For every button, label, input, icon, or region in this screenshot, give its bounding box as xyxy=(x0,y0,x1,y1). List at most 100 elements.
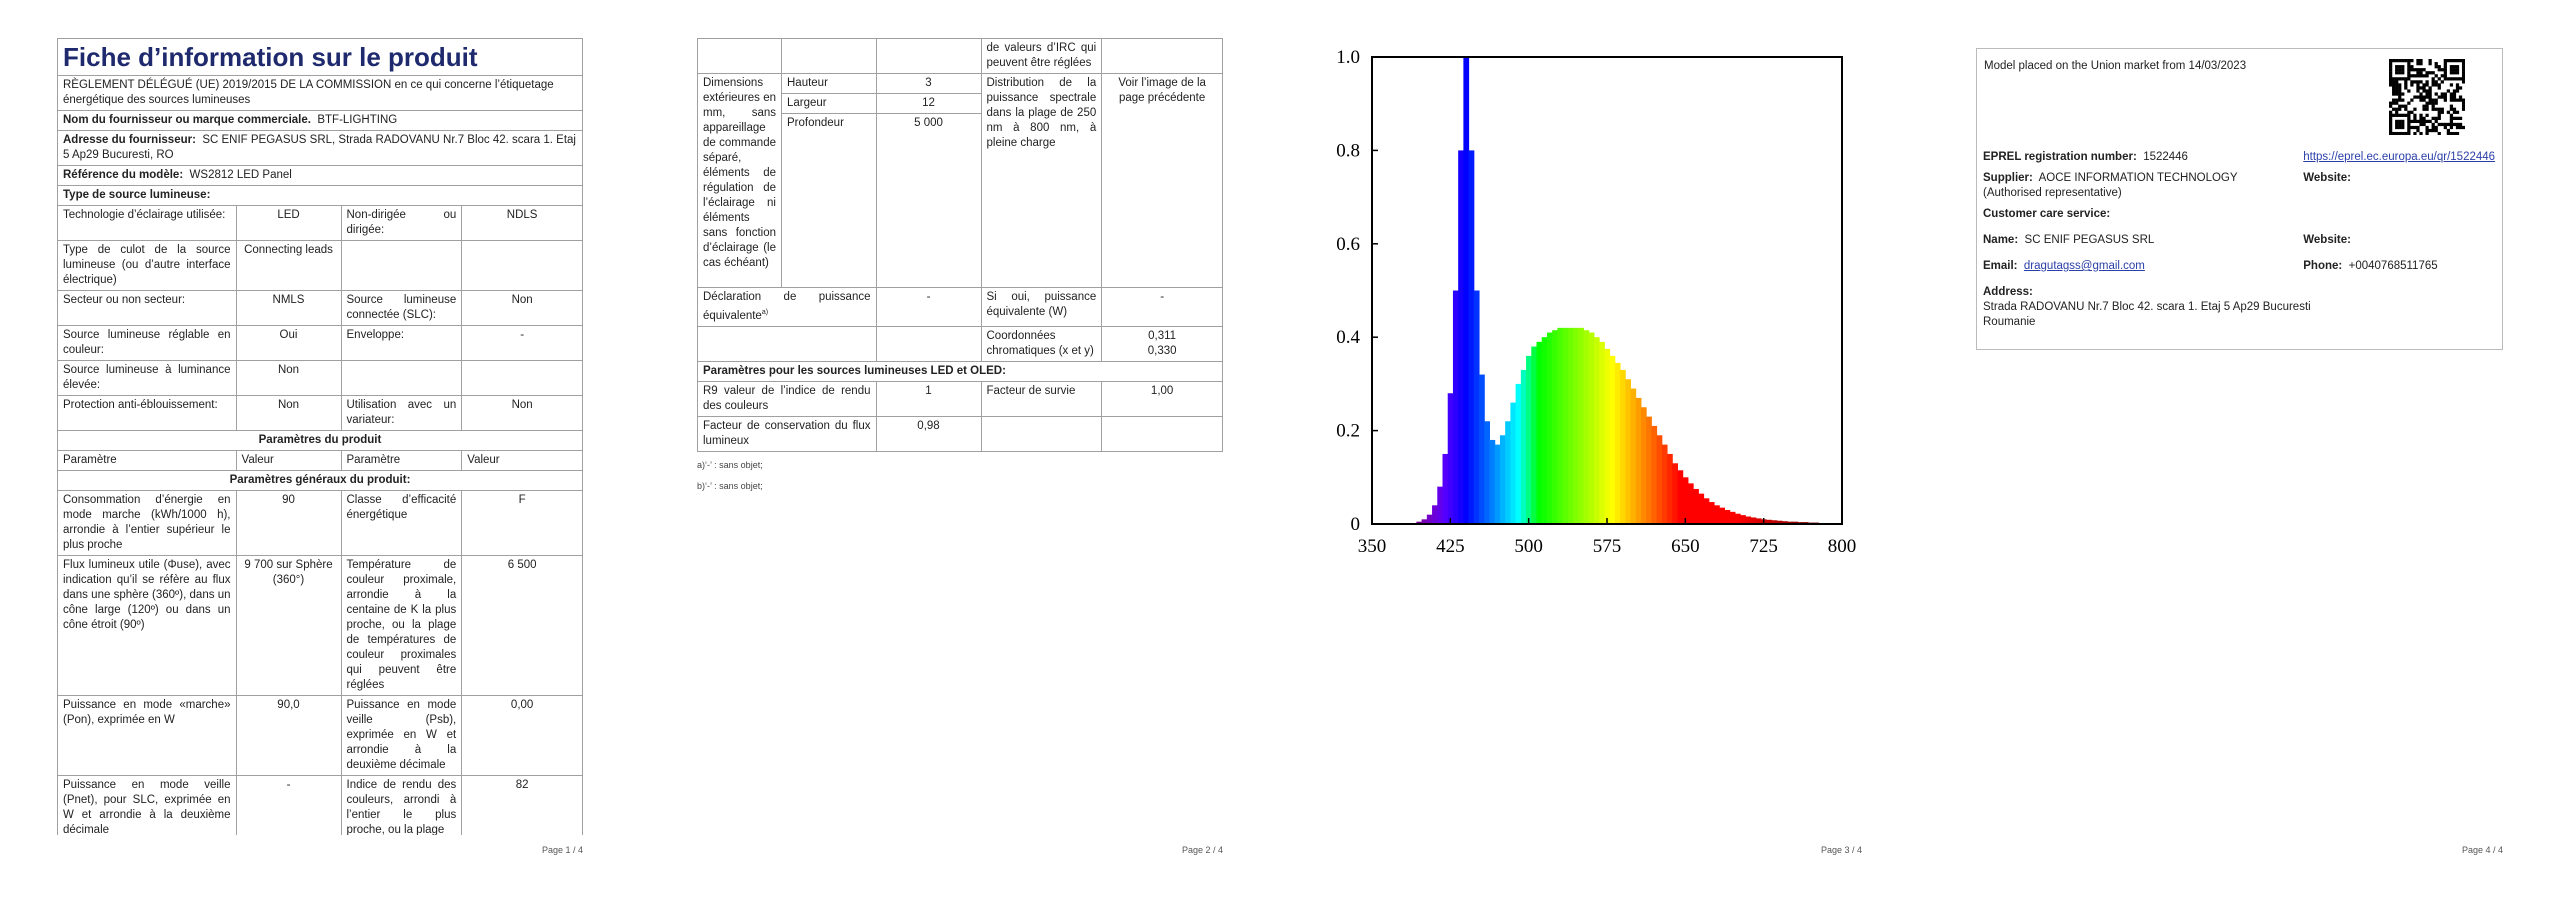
qr-module xyxy=(2458,122,2463,127)
spectrum-bar xyxy=(1452,290,1459,524)
email-link[interactable]: dragutagss@gmail.com xyxy=(2023,260,2145,272)
table-row: Nom du fournisseur ou marque commerciale… xyxy=(57,110,583,131)
qr-module xyxy=(2389,80,2393,84)
qr-module xyxy=(2434,65,2438,69)
qr-module xyxy=(2401,98,2405,102)
qr-module xyxy=(2398,89,2402,93)
qr-module xyxy=(2395,71,2399,75)
x-tick-label: 425 xyxy=(1436,536,1465,557)
qr-module xyxy=(2434,107,2438,111)
qr-module xyxy=(2452,116,2457,120)
qr-module xyxy=(2428,86,2432,90)
qr-module xyxy=(2407,65,2411,69)
spectrum-bar xyxy=(1526,355,1532,524)
qr-module xyxy=(2422,74,2426,78)
qr-module xyxy=(2455,125,2460,130)
qr-module xyxy=(2440,92,2444,96)
spectrum-bar xyxy=(1729,511,1736,524)
qr-module xyxy=(2422,104,2426,108)
spectrum-bar xyxy=(1667,453,1673,524)
qr-module xyxy=(2407,128,2411,133)
qr-module xyxy=(2458,59,2463,63)
table-row: Protection anti-éblouissement: Non Utilisa… xyxy=(57,395,583,431)
qr-module xyxy=(2425,74,2429,78)
table-row: Puissance en mode veille (Pnet), pour SL… xyxy=(57,775,583,835)
qr-module xyxy=(2425,125,2429,130)
cell: Supplier: AOCE INFORMATION TECHNOLOGY (A… xyxy=(1977,168,2297,204)
qr-module xyxy=(2401,77,2405,81)
qr-module xyxy=(2437,122,2441,127)
qr-module xyxy=(2389,83,2393,87)
cell: Indice de rendu des couleurs, arrondi à … xyxy=(340,775,463,835)
spectrum-bar xyxy=(1719,507,1725,524)
spectrum-bar xyxy=(1672,463,1678,524)
eprel-link[interactable]: https://eprel.ec.europa.eu/qr/1522446 xyxy=(2303,151,2496,163)
qr-module xyxy=(2407,131,2411,135)
qr-module xyxy=(2392,59,2396,63)
qr-module xyxy=(2395,68,2399,72)
qr-module xyxy=(2449,116,2454,120)
qr-module xyxy=(2410,119,2414,124)
qr-module xyxy=(2455,98,2460,102)
spectrum-bar xyxy=(1557,327,1564,524)
qr-module xyxy=(2440,95,2444,99)
qr-module xyxy=(2416,68,2420,72)
qr-module xyxy=(2431,71,2435,75)
cell: - xyxy=(235,775,342,835)
cell: 90,0 xyxy=(235,695,342,776)
qr-module xyxy=(2395,77,2399,81)
qr-module xyxy=(2449,92,2454,96)
cell: Email: dragutagss@gmail.com xyxy=(1977,251,2297,277)
cell: Type de culot de la source lumineuse (ou… xyxy=(57,240,237,291)
cell: Facteur de survie xyxy=(980,380,1103,417)
section-heading: Paramètres généraux du produit: xyxy=(57,470,583,491)
spectrum-bar xyxy=(1661,444,1668,524)
cell: NMLS xyxy=(235,290,342,326)
label: Déclaration de puissance équivalente xyxy=(703,291,871,322)
qr-module xyxy=(2410,59,2414,63)
qr-module xyxy=(2452,131,2457,135)
column-header: Valeur xyxy=(235,450,342,471)
qr-module xyxy=(2449,113,2454,117)
qr-module xyxy=(2449,119,2454,124)
qr-module xyxy=(2404,77,2408,81)
cell: 1 xyxy=(875,380,982,417)
qr-module xyxy=(2395,101,2399,105)
qr-module xyxy=(2407,71,2411,75)
qr-module xyxy=(2419,122,2423,127)
qr-module xyxy=(2455,59,2460,63)
qr-module xyxy=(2452,107,2457,111)
qr-module xyxy=(2398,104,2402,108)
footnote: a)‘-’ : sans objet; xyxy=(697,459,763,470)
qr-module xyxy=(2416,89,2420,93)
qr-module xyxy=(2416,80,2420,84)
qr-module xyxy=(2413,116,2417,120)
qr-module xyxy=(2440,110,2444,114)
spectrum-bar xyxy=(1578,327,1584,524)
cell: Classe d’efficacité énergétique xyxy=(340,490,463,556)
table-row: Fiche d’information sur le produit xyxy=(57,38,583,76)
spectrum-bar xyxy=(1541,337,1548,524)
qr-module xyxy=(2392,101,2396,105)
cell: Déclaration de puissance équivalentea) xyxy=(697,287,877,327)
spectrum-chart: 0 0.2 0.4 0.6 0.8 1.0 350 425 500 575 650 725 800 xyxy=(1336,47,1856,557)
qr-module xyxy=(2401,122,2405,127)
spectrum-bar xyxy=(1609,355,1616,524)
spectrum-bar xyxy=(1463,57,1470,524)
qr-module xyxy=(2389,59,2393,63)
label: Website: xyxy=(2303,234,2351,246)
qr-module xyxy=(2455,86,2460,90)
spectrum-bar xyxy=(1458,150,1464,524)
x-tick-label: 650 xyxy=(1671,536,1700,557)
spectrum-bar xyxy=(1588,332,1595,524)
spectrum-bar xyxy=(1599,341,1605,524)
qr-module xyxy=(2392,86,2396,90)
qr-module xyxy=(2392,107,2396,111)
qr-module xyxy=(2443,77,2447,81)
table-row: Source lumineuse à luminance élevée: Non xyxy=(57,360,583,396)
y-tick-label: 1.0 xyxy=(1336,47,1360,68)
section-heading: Paramètres pour les sources lumineuses L… xyxy=(697,360,1223,382)
qr-module xyxy=(2401,104,2405,108)
label: Name: xyxy=(1983,234,2019,246)
qr-module xyxy=(2404,104,2408,108)
